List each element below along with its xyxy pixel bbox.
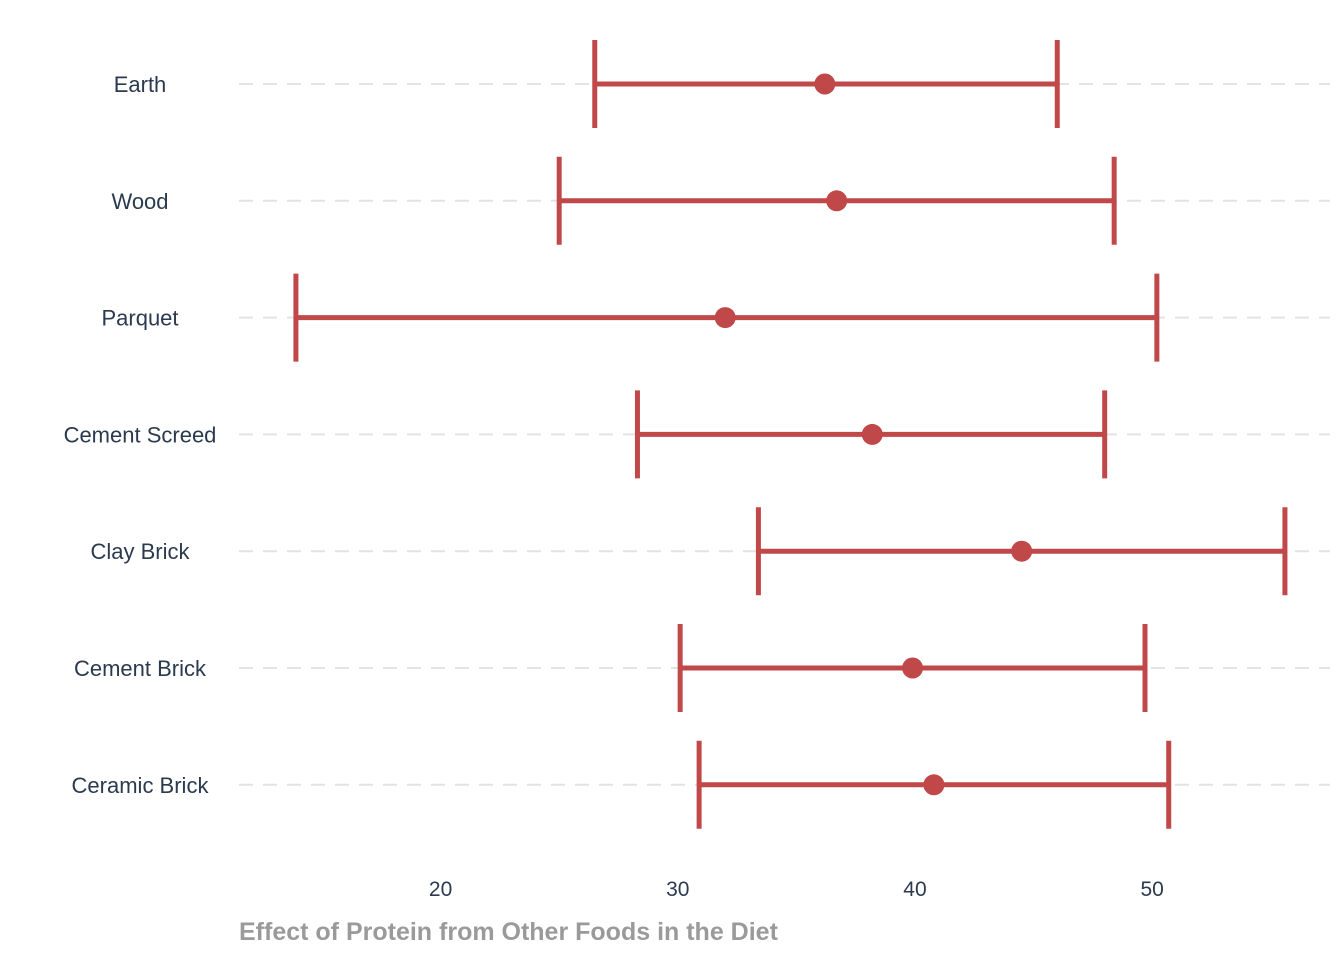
x-tick-label: 20	[429, 878, 452, 901]
x-tick-label: 50	[1140, 878, 1163, 901]
category-labels: Earth Wood Parquet Cement Screed Clay Brick C…	[64, 72, 217, 798]
point-estimate	[923, 774, 945, 796]
point-estimate	[714, 307, 736, 329]
x-axis-ticks: 20 30 40 50	[429, 878, 1164, 901]
x-tick-label: 30	[666, 878, 689, 901]
category-label: Wood	[111, 189, 168, 214]
category-label: Earth	[114, 72, 167, 97]
point-estimate	[1011, 540, 1033, 562]
error-bars	[293, 40, 1288, 829]
category-label: Parquet	[101, 306, 178, 331]
category-label: Cement Brick	[74, 656, 207, 681]
category-label: Cement Screed	[64, 422, 217, 447]
point-estimates	[714, 73, 1033, 796]
x-axis-title: Effect of Protein from Other Foods in th…	[239, 918, 779, 946]
category-label: Ceramic Brick	[72, 773, 210, 798]
point-estimate	[814, 73, 836, 95]
point-estimate	[826, 190, 848, 212]
category-label: Clay Brick	[90, 539, 190, 564]
point-estimate	[902, 657, 924, 679]
point-estimate	[861, 423, 883, 445]
x-tick-label: 40	[903, 878, 926, 901]
